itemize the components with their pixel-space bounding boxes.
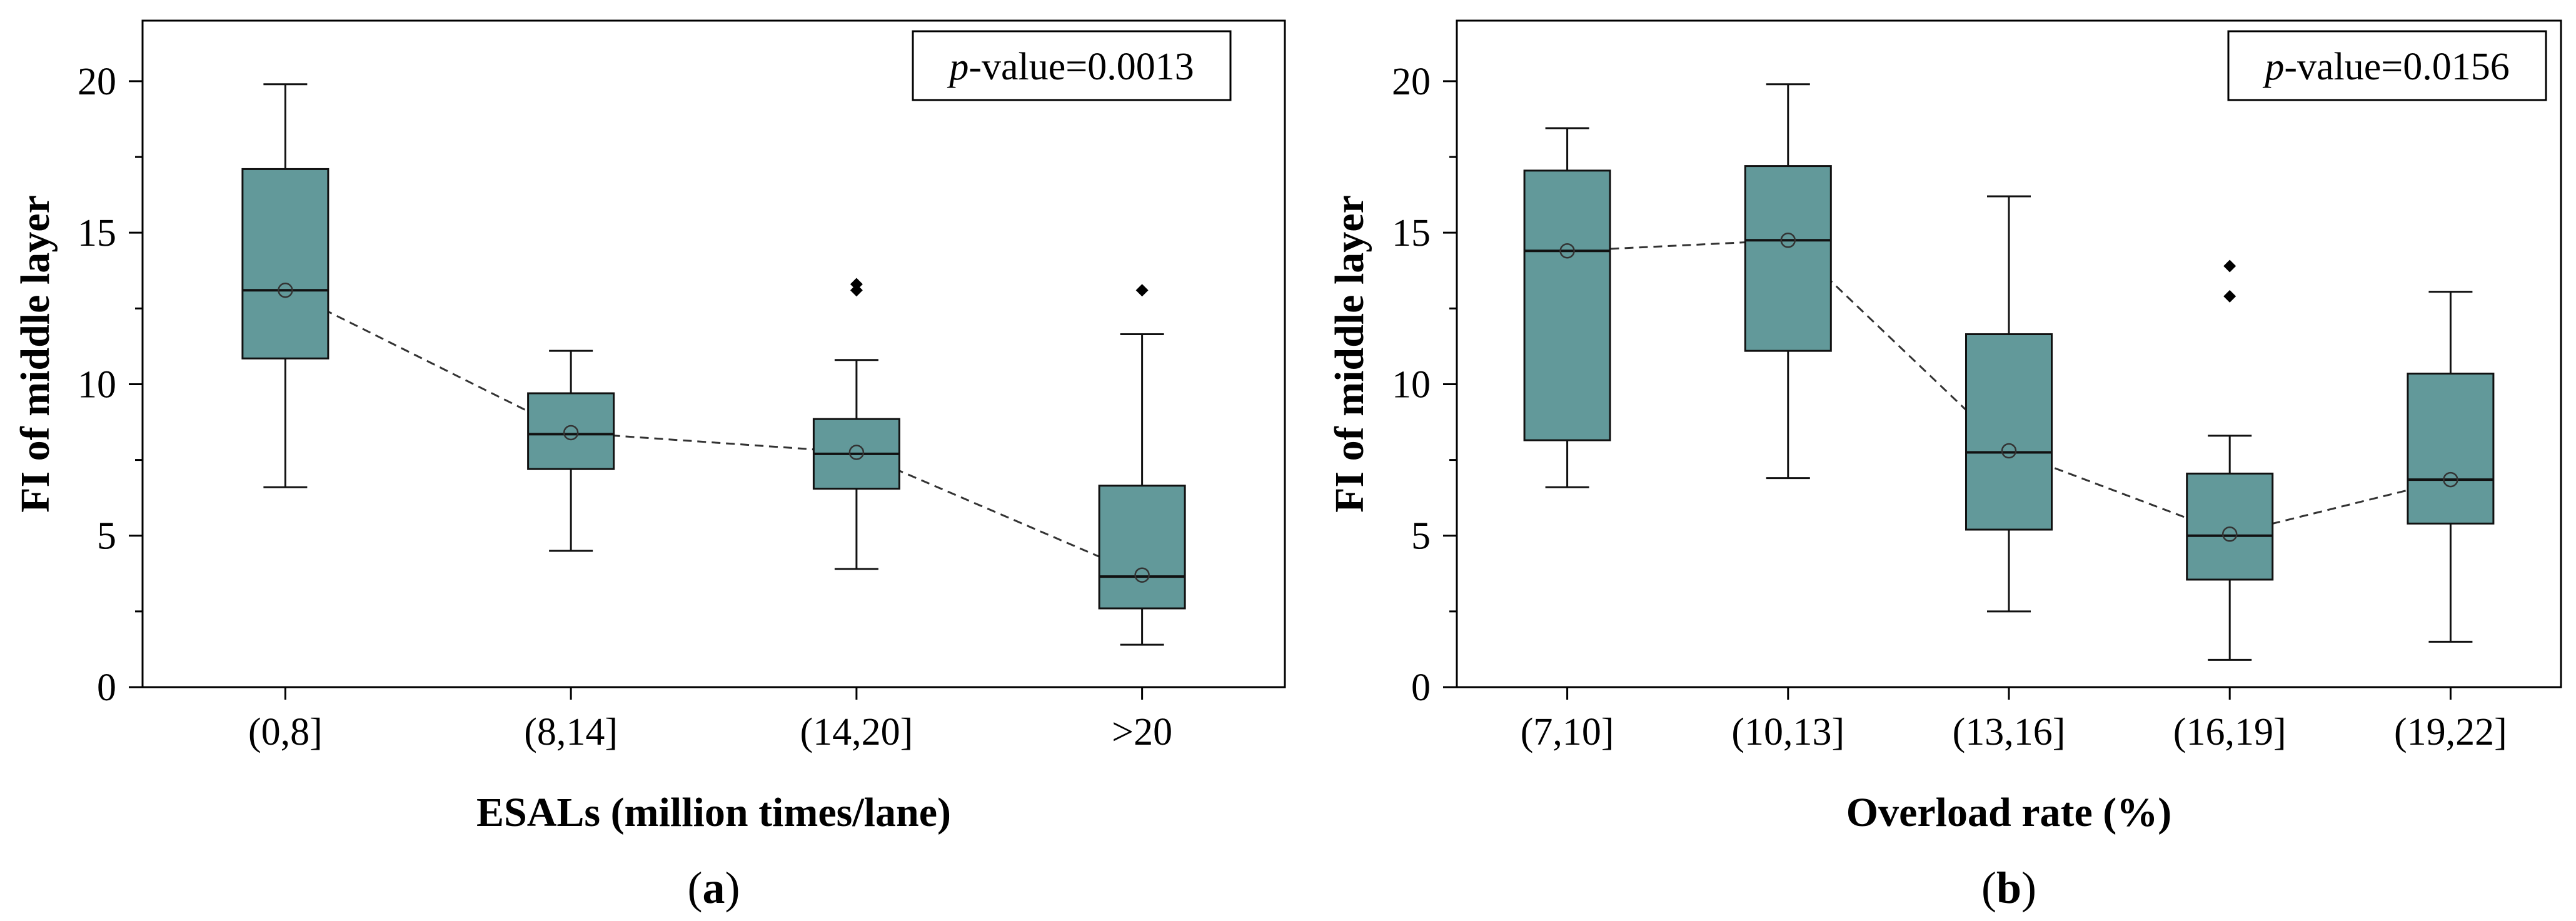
x-tick-label: (10,13]: [1731, 711, 1844, 753]
panel-b-boxes: [1523, 83, 2495, 661]
x-tick-label: (19,22]: [2394, 711, 2507, 753]
y-tick-label: 0: [97, 667, 116, 709]
panel-a-p-value-prefix: p: [947, 46, 969, 88]
box-1: [241, 83, 330, 488]
mean-marker: [2001, 443, 2017, 459]
box-5: [2407, 291, 2495, 643]
outlier-point: [2223, 259, 2236, 273]
panel-b-label: (b): [1981, 863, 2036, 913]
mean-marker: [1559, 243, 1575, 259]
panel-b-y-axis-title: FI of middle layer: [1327, 195, 1372, 513]
panel-b-x-tick-labels: (7,10] (10,13] (13,16] (16,19] (19,22]: [1521, 687, 2507, 753]
mean-trend-line: [284, 289, 1143, 576]
x-tick-label: (16,19]: [2173, 711, 2287, 753]
panel-a-p-value-text: p-value=0.0013: [947, 46, 1194, 88]
box-3: [1965, 195, 2053, 613]
iqr-box: [241, 168, 330, 360]
panel-b-p-value-border: [2227, 30, 2547, 101]
panel-a-label: (a): [688, 863, 740, 913]
panel-b-x-axis-title: Overload rate (%): [1846, 790, 2172, 835]
panel-a-label-letter: a: [703, 863, 725, 913]
y-tick-label: 20: [78, 61, 116, 103]
outlier-point: [1135, 284, 1149, 297]
x-tick-label: >20: [1112, 711, 1172, 753]
box-1: [1523, 127, 1611, 488]
panel-a-boxes: [241, 83, 1186, 646]
y-tick-label: 5: [97, 515, 116, 558]
x-tick-label: (8,14]: [524, 711, 618, 753]
outlier-point: [2223, 289, 2236, 303]
x-tick-label: (7,10]: [1521, 711, 1614, 753]
panel-a-p-value-number: -value=0.0013: [969, 46, 1194, 88]
panel-b-p-value-number: -value=0.0156: [2284, 46, 2509, 88]
x-tick-label: (13,16]: [1953, 711, 2066, 753]
panel-b-p-value-box: p-value=0.0156: [2227, 30, 2547, 101]
panel-a-p-value-box: p-value=0.0013: [912, 30, 1232, 101]
panel-b-y-ticks: 0 5 10 15 20: [1392, 61, 1457, 709]
box-3: [812, 278, 900, 570]
y-tick-label: 15: [78, 212, 116, 254]
panel-b-label-letter: b: [1996, 863, 2021, 913]
outlier-point: [850, 278, 863, 291]
mean-marker: [2221, 526, 2238, 542]
panel-b-chart: 0 5 10 15 20 (7,10] (10,13] (13,16] (16,19] (19,…: [1327, 19, 2562, 913]
mean-marker: [848, 445, 865, 460]
panel-b-p-value-text: p-value=0.0156: [2262, 46, 2509, 88]
iqr-box: [2407, 372, 2495, 525]
x-tick-label: (14,20]: [800, 711, 913, 753]
iqr-box: [527, 392, 615, 470]
y-tick-label: 20: [1392, 61, 1431, 103]
panel-a-y-axis-title: FI of middle layer: [13, 195, 58, 513]
panel-a-chart: 0 5 10 15 20 (0,8] (8,14] (14,20] >20 p-value=0…: [13, 19, 1286, 913]
box-4: [2186, 259, 2274, 661]
box-2: [527, 350, 615, 552]
iqr-box: [1744, 165, 1832, 352]
box-4: [1098, 284, 1186, 646]
panel-b-plot-frame: [1456, 19, 2562, 688]
mean-marker: [563, 425, 579, 441]
mean-marker: [1134, 567, 1150, 583]
box-2: [1744, 83, 1832, 480]
y-tick-label: 10: [1392, 363, 1431, 406]
mean-marker: [278, 282, 293, 298]
y-tick-label: 0: [1411, 667, 1431, 709]
iqr-box: [1098, 485, 1186, 610]
y-tick-label: 15: [1392, 212, 1431, 254]
x-tick-label: (0,8]: [248, 711, 323, 753]
iqr-box: [1523, 169, 1611, 441]
panel-a-x-axis-title: ESALs (million times/lane): [476, 790, 951, 835]
mean-marker: [1780, 233, 1796, 248]
y-tick-label: 10: [78, 363, 116, 406]
mean-marker: [2443, 471, 2458, 488]
panel-b-p-value-prefix: p: [2262, 46, 2284, 88]
iqr-box: [1965, 333, 2053, 531]
panel-a-x-tick-labels: (0,8] (8,14] (14,20] >20: [248, 687, 1172, 753]
panel-a-p-value-border: [912, 30, 1232, 101]
panel-a-y-ticks: 0 5 10 15 20: [78, 61, 143, 709]
y-tick-label: 5: [1411, 515, 1431, 558]
panel-a-plot-frame: [141, 19, 1286, 688]
